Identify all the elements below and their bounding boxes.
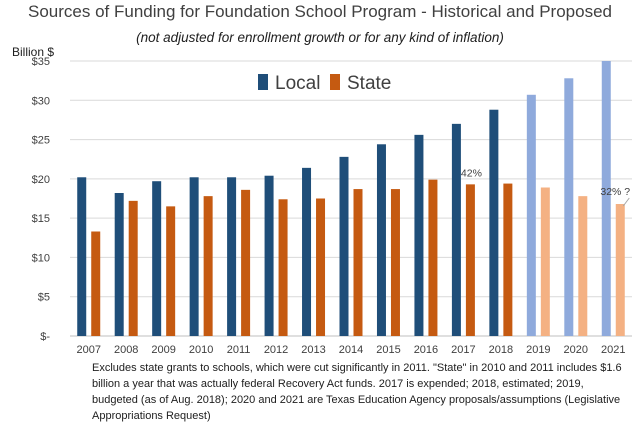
x-tick-label: 2012 bbox=[264, 344, 288, 356]
bar-local-2020 bbox=[564, 78, 574, 337]
bar-local-2010 bbox=[189, 177, 199, 336]
bar-state-2010 bbox=[203, 196, 213, 336]
bar-state-2021 bbox=[615, 204, 625, 336]
x-tick-label: 2013 bbox=[301, 344, 325, 356]
annotation-share: 42% bbox=[461, 167, 482, 179]
bar-state-2007 bbox=[91, 231, 101, 336]
bar-local-2021 bbox=[601, 61, 611, 336]
y-tick-label: $5 bbox=[38, 292, 50, 304]
legend-label-local: Local bbox=[275, 73, 320, 94]
bar-local-2008 bbox=[114, 193, 124, 336]
bars bbox=[77, 61, 625, 337]
y-tick-label: $30 bbox=[32, 95, 50, 107]
bar-state-2014 bbox=[353, 189, 363, 336]
x-tick-label: 2010 bbox=[189, 344, 213, 356]
legend: Local State bbox=[258, 73, 391, 94]
bar-state-2013 bbox=[316, 198, 326, 336]
x-tick-label: 2014 bbox=[339, 344, 363, 356]
x-tick-label: 2021 bbox=[601, 344, 625, 356]
x-tick-label: 2016 bbox=[414, 344, 438, 356]
legend-swatch-state bbox=[330, 74, 340, 90]
gridlines bbox=[70, 60, 632, 337]
y-axis-label: Billion $ bbox=[12, 45, 55, 59]
chart-subtitle: (not adjusted for enrollment growth or f… bbox=[136, 30, 504, 45]
bar-local-2011 bbox=[227, 177, 237, 336]
bar-state-2016 bbox=[428, 179, 438, 336]
bar-local-2018 bbox=[489, 109, 499, 336]
x-axis-ticks: 2007 2008 2009 2010 2011 2012 2013 2014 2015 2016… bbox=[76, 344, 625, 356]
annotations: 42% 32% ? bbox=[461, 167, 630, 207]
bar-state-2020 bbox=[578, 196, 588, 336]
bar-state-2008 bbox=[128, 200, 138, 336]
legend-swatch-local bbox=[258, 74, 268, 90]
bar-local-2013 bbox=[302, 167, 312, 336]
x-tick-label: 2019 bbox=[526, 344, 550, 356]
bar-state-2009 bbox=[166, 206, 176, 336]
bar-local-2015 bbox=[376, 144, 386, 336]
bar-state-2017 bbox=[465, 184, 475, 336]
y-tick-label: $35 bbox=[32, 56, 50, 68]
footnote: Excludes state grants to schools, which … bbox=[92, 362, 622, 422]
bar-chart: $-$5$10$15$20$25$30$35 2007 2008 2009 2010 2… bbox=[32, 56, 632, 356]
bar-local-2019 bbox=[526, 94, 536, 337]
y-tick-label: $25 bbox=[32, 135, 50, 147]
x-tick-label: 2011 bbox=[227, 344, 251, 356]
x-tick-label: 2009 bbox=[151, 344, 175, 356]
legend-label-state: State bbox=[347, 73, 391, 94]
x-tick-label: 2020 bbox=[564, 344, 588, 356]
x-tick-label: 2015 bbox=[376, 344, 400, 356]
annotation-share: 32% ? bbox=[600, 186, 630, 198]
bar-state-2019 bbox=[540, 187, 550, 336]
x-tick-label: 2007 bbox=[76, 344, 100, 356]
bar-local-2017 bbox=[451, 123, 461, 336]
x-tick-label: 2018 bbox=[489, 344, 513, 356]
y-tick-label: $10 bbox=[32, 252, 50, 264]
bar-local-2009 bbox=[152, 181, 162, 336]
bar-local-2016 bbox=[414, 134, 424, 336]
bar-state-2011 bbox=[241, 189, 251, 336]
bar-state-2018 bbox=[503, 183, 513, 336]
annotation-leader bbox=[622, 197, 630, 207]
bar-state-2012 bbox=[278, 199, 288, 336]
bar-local-2007 bbox=[77, 177, 87, 336]
bar-local-2012 bbox=[264, 175, 274, 336]
y-axis-ticks: $- $5 $10 $15 $20 $25 $30 $35 bbox=[32, 56, 51, 343]
chart-title: Sources of Funding for Foundation School… bbox=[28, 2, 612, 21]
y-tick-label: $20 bbox=[32, 174, 50, 186]
x-tick-label: 2008 bbox=[114, 344, 138, 356]
bar-state-2015 bbox=[390, 189, 400, 336]
x-tick-label: 2017 bbox=[451, 344, 475, 356]
bar-local-2014 bbox=[339, 156, 349, 336]
y-tick-label: $- bbox=[40, 331, 50, 343]
y-tick-label: $15 bbox=[32, 213, 50, 225]
